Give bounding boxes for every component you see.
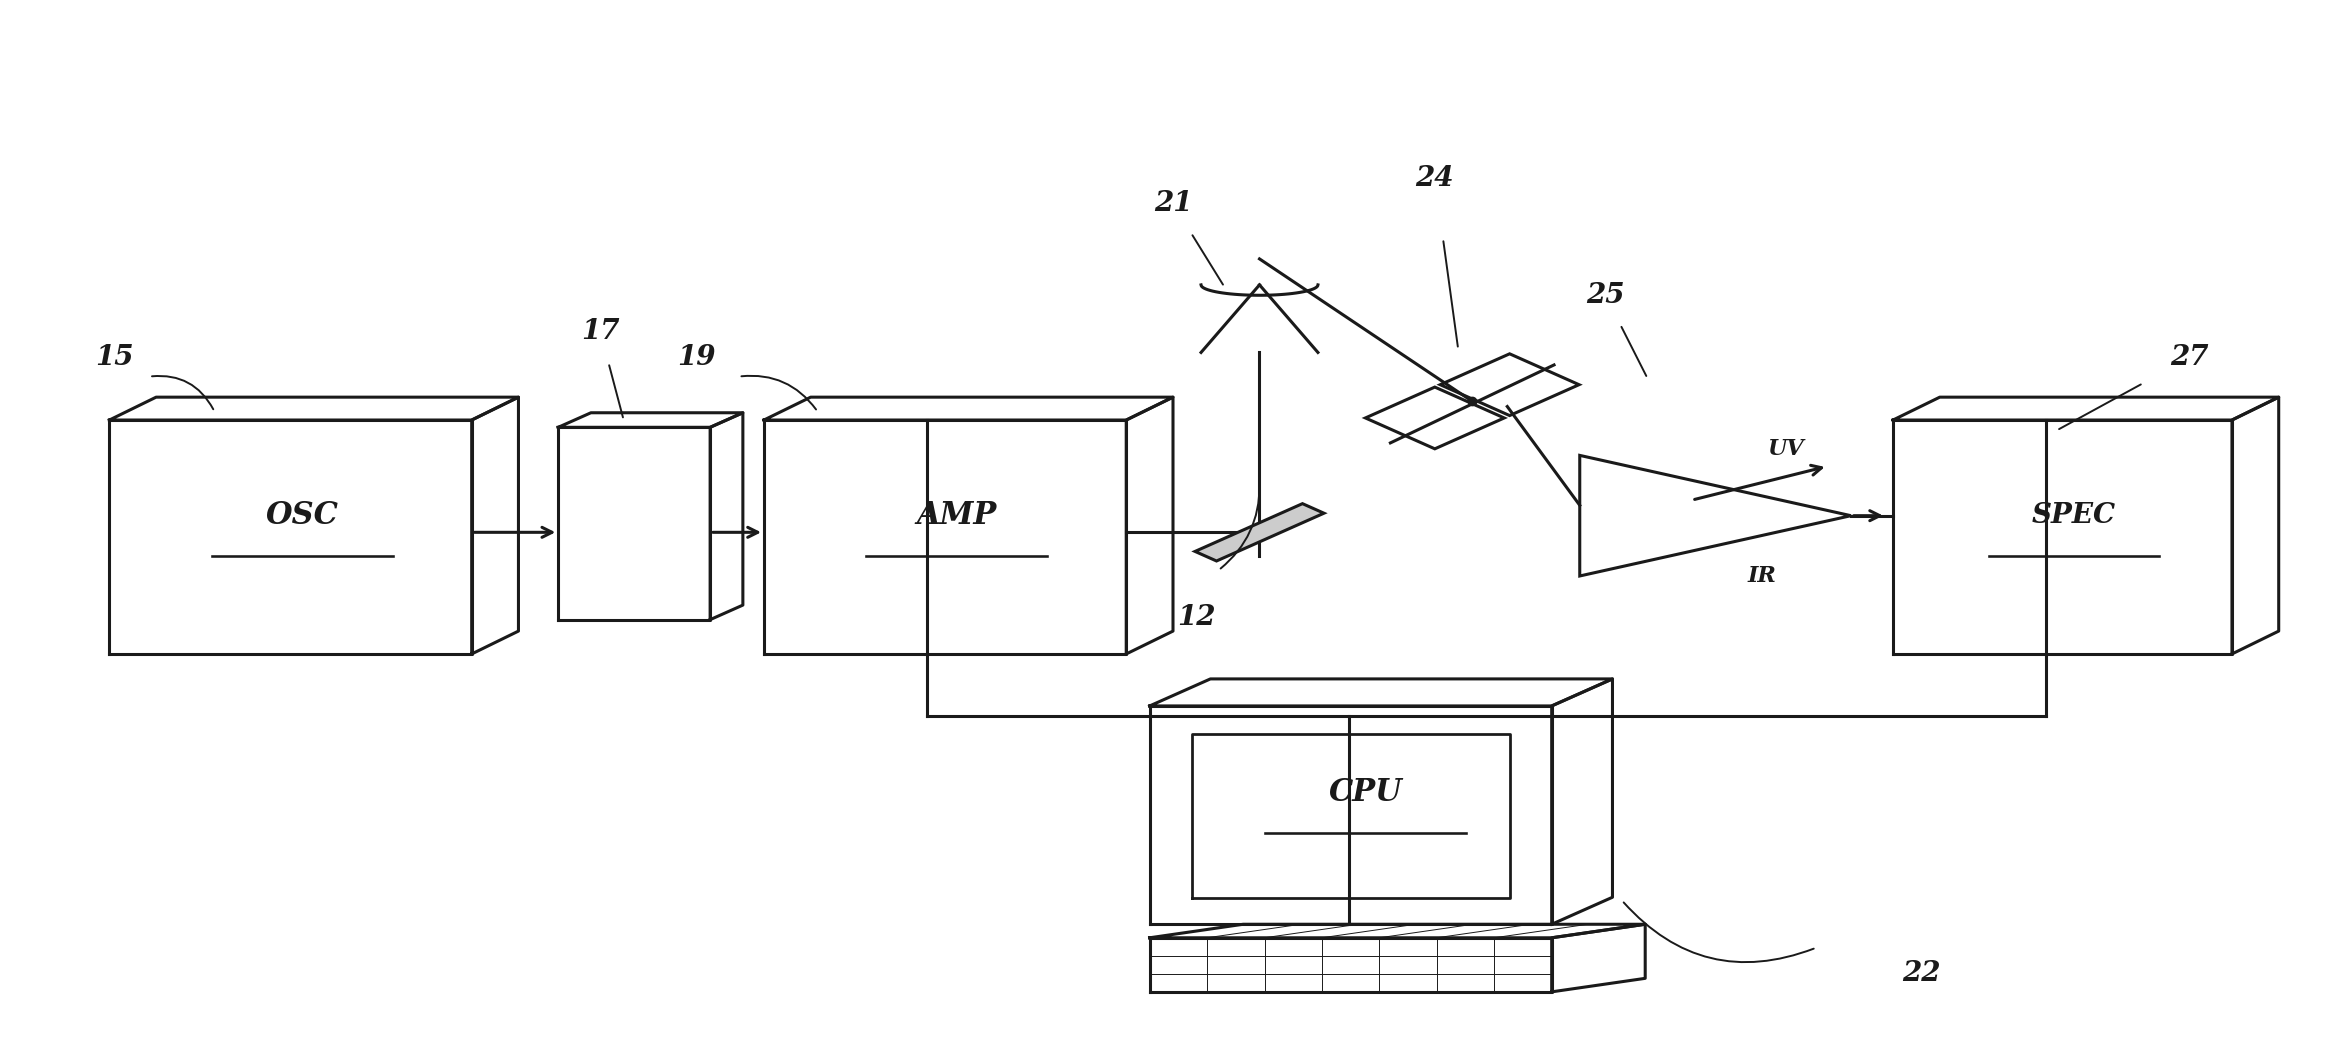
Text: 25: 25 (1586, 282, 1626, 309)
Text: IR: IR (1748, 565, 1776, 587)
Text: 21: 21 (1154, 191, 1192, 217)
Text: 24: 24 (1415, 166, 1455, 193)
Text: OSC: OSC (265, 500, 338, 531)
Text: 12: 12 (1178, 604, 1215, 631)
Text: 19: 19 (678, 344, 716, 371)
Text: UV: UV (1767, 438, 1804, 460)
Polygon shape (1194, 504, 1323, 561)
Text: 27: 27 (2170, 344, 2210, 371)
Text: 22: 22 (1903, 960, 1940, 986)
Text: SPEC: SPEC (2032, 502, 2116, 529)
Text: AMP: AMP (917, 500, 997, 531)
Text: CPU: CPU (1328, 778, 1403, 808)
Text: 15: 15 (94, 344, 134, 371)
Text: 17: 17 (582, 319, 619, 345)
